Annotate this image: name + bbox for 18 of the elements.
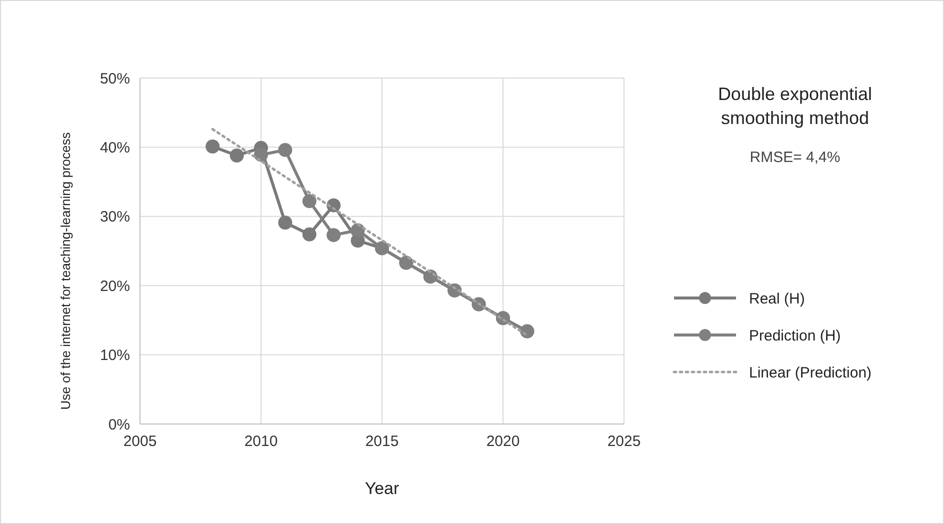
y-tick-label: 10%: [100, 347, 130, 364]
y-axis-title: Use of the internet for teaching-learning process: [58, 132, 73, 410]
legend-label: Prediction (H): [749, 327, 841, 344]
y-tick-label: 20%: [100, 278, 130, 295]
x-tick-label: 2005: [123, 433, 157, 450]
legend-label: Linear (Prediction): [749, 364, 872, 382]
x-axis-title: Year: [364, 479, 400, 498]
x-tick-label: 2025: [607, 433, 641, 450]
text: Double exponential smoothing method: [718, 84, 872, 128]
x-tick-label: 2010: [244, 433, 278, 450]
y-tick-label: 0%: [108, 416, 130, 434]
x-tick-label: 2015: [365, 433, 399, 450]
y-tick-label: 30%: [100, 208, 130, 226]
text: RMSE= 4,4%: [750, 149, 840, 166]
y-tick-label: 40%: [100, 139, 130, 156]
legend-label: Real (H): [749, 290, 805, 308]
x-tick-label: 2020: [486, 433, 520, 450]
y-tick-label: 50%: [100, 70, 130, 88]
